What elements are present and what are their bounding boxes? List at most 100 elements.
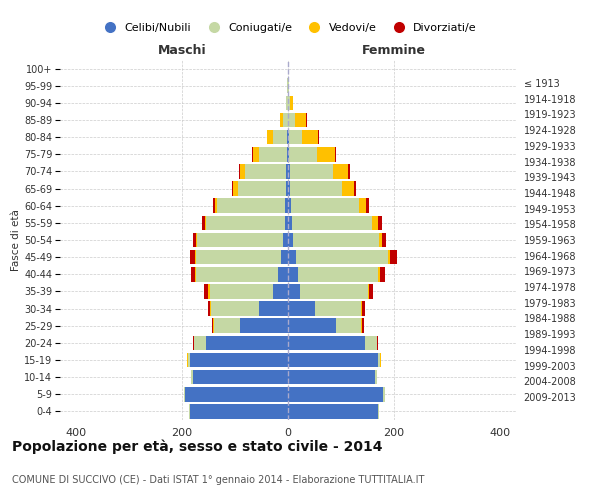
Bar [295, 112, 306, 128]
Bar [188, 352, 190, 368]
Bar [314, 302, 361, 316]
Bar [184, 387, 185, 402]
Bar [259, 302, 288, 316]
Bar [268, 130, 272, 144]
Bar [202, 216, 205, 230]
Bar [288, 198, 291, 213]
Bar [189, 404, 190, 418]
Bar [354, 182, 356, 196]
Bar [359, 198, 367, 213]
Bar [290, 164, 333, 178]
Bar [369, 284, 373, 298]
Bar [288, 284, 299, 298]
Bar [288, 370, 376, 384]
Bar [342, 182, 354, 196]
Bar [361, 302, 362, 316]
Bar [286, 198, 288, 213]
Bar [193, 370, 288, 384]
Bar [273, 284, 288, 298]
Bar [391, 250, 397, 264]
Bar [191, 370, 193, 384]
Bar [206, 336, 288, 350]
Bar [288, 352, 378, 368]
Text: Maschi: Maschi [158, 44, 206, 57]
Bar [278, 267, 288, 281]
Bar [238, 182, 286, 196]
Bar [380, 267, 385, 281]
Bar [209, 284, 273, 298]
Bar [193, 336, 194, 350]
Bar [382, 232, 386, 248]
Bar [288, 164, 290, 178]
Bar [194, 250, 196, 264]
Legend: Celibi/Nubili, Coniugati/e, Vedovi/e, Divorziati/e: Celibi/Nubili, Coniugati/e, Vedovi/e, Di… [95, 19, 481, 38]
Bar [206, 216, 285, 230]
Bar [362, 302, 365, 316]
Bar [288, 267, 298, 281]
Bar [289, 147, 317, 162]
Bar [233, 182, 238, 196]
Bar [378, 352, 380, 368]
Bar [299, 284, 368, 298]
Bar [252, 147, 253, 162]
Bar [292, 216, 373, 230]
Bar [215, 198, 217, 213]
Bar [281, 250, 288, 264]
Bar [336, 318, 361, 333]
Bar [288, 336, 365, 350]
Bar [365, 336, 377, 350]
Bar [290, 96, 293, 110]
Bar [196, 250, 281, 264]
Bar [259, 147, 287, 162]
Bar [190, 404, 288, 418]
Bar [388, 250, 391, 264]
Text: Popolazione per età, sesso e stato civile - 2014: Popolazione per età, sesso e stato civil… [12, 440, 383, 454]
Bar [288, 318, 336, 333]
Bar [280, 112, 283, 128]
Bar [272, 130, 287, 144]
Bar [240, 318, 288, 333]
Bar [377, 336, 378, 350]
Bar [348, 164, 350, 178]
Bar [194, 336, 206, 350]
Bar [208, 284, 209, 298]
Bar [376, 370, 377, 384]
Bar [362, 318, 364, 333]
Bar [302, 130, 318, 144]
Bar [240, 164, 245, 178]
Bar [288, 112, 295, 128]
Bar [379, 232, 382, 248]
Bar [196, 267, 278, 281]
Bar [361, 318, 362, 333]
Bar [253, 147, 259, 162]
Bar [190, 250, 194, 264]
Bar [283, 232, 288, 248]
Bar [288, 404, 378, 418]
Bar [290, 182, 342, 196]
Bar [286, 164, 288, 178]
Bar [288, 387, 383, 402]
Bar [288, 96, 290, 110]
Bar [288, 216, 292, 230]
Bar [286, 96, 288, 110]
Bar [378, 267, 380, 281]
Bar [208, 302, 210, 316]
Bar [232, 182, 233, 196]
Bar [195, 267, 196, 281]
Y-axis label: Fasce di età: Fasce di età [11, 209, 21, 271]
Bar [204, 284, 208, 298]
Bar [196, 232, 197, 248]
Bar [190, 352, 288, 368]
Bar [205, 216, 206, 230]
Bar [245, 164, 286, 178]
Bar [288, 302, 314, 316]
Bar [368, 284, 369, 298]
Bar [210, 302, 211, 316]
Bar [185, 387, 288, 402]
Bar [291, 198, 359, 213]
Bar [298, 267, 378, 281]
Bar [239, 164, 240, 178]
Bar [211, 302, 259, 316]
Bar [197, 232, 283, 248]
Bar [377, 216, 382, 230]
